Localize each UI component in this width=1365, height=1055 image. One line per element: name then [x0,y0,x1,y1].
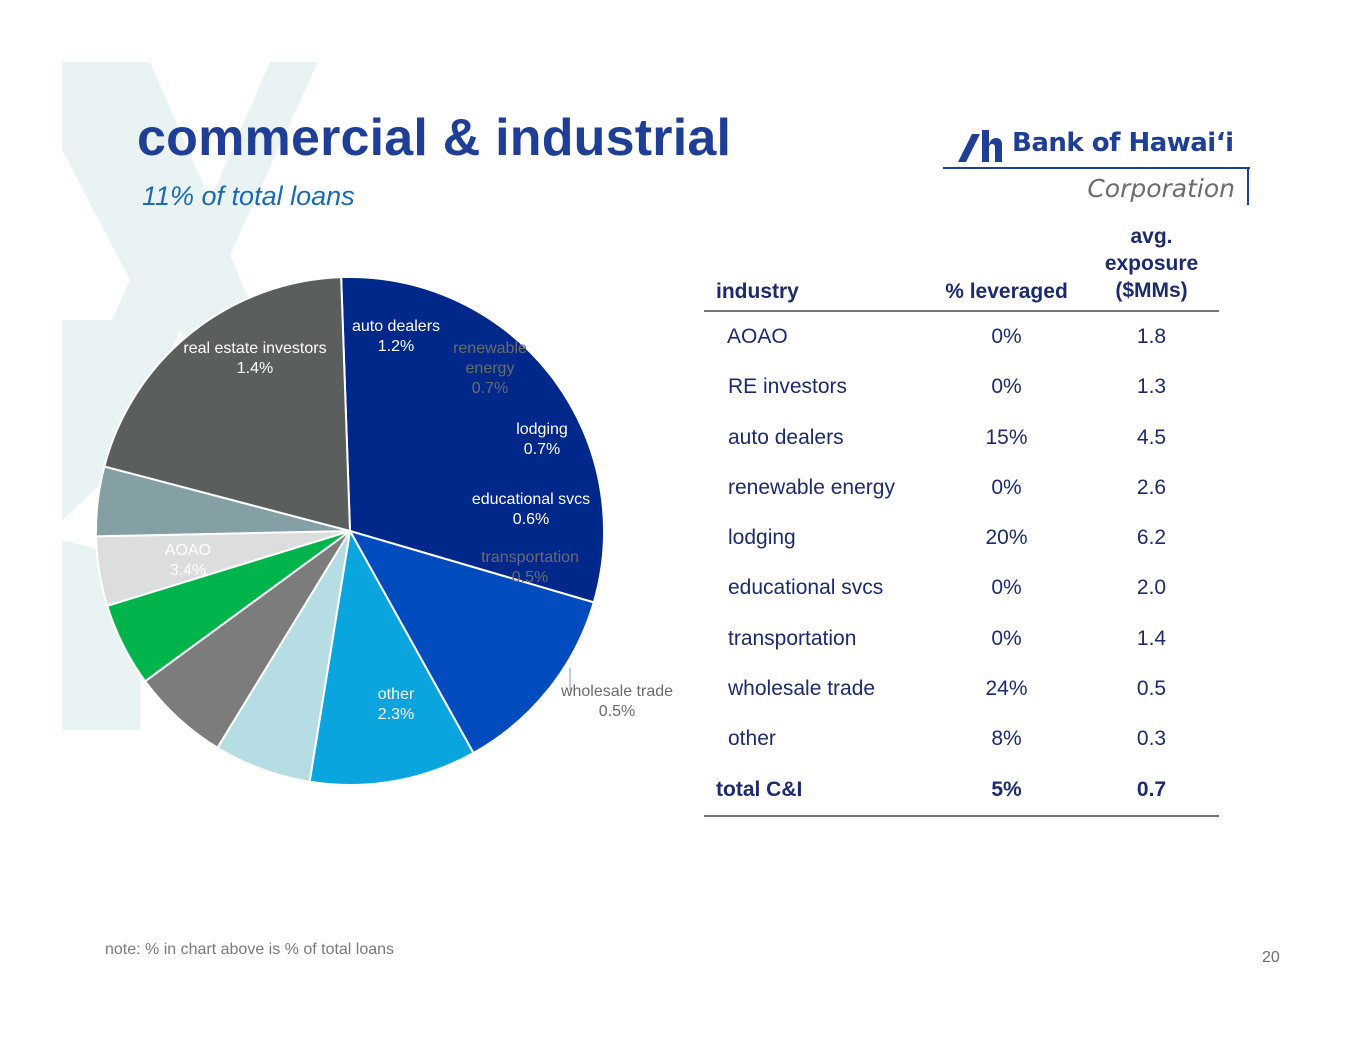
pie-slice-other [103,276,352,533]
header-leveraged: % leveraged [945,280,1068,303]
cell-leveraged: 24% [985,677,1028,701]
logo-divider [943,167,1250,169]
footnote: note: % in chart above is % of total loa… [105,941,395,958]
cell-leveraged: 5% [991,777,1022,801]
pie-label-lodging: lodging 0.7% [516,421,568,458]
header-exposure-line: exposure [1104,252,1199,275]
cell-industry: auto dealers [728,425,844,449]
table-row: lodging 20% 6.2 [704,513,1219,563]
table-row: educational svcs 0% 2.0 [704,563,1219,613]
cell-industry: transportation [728,626,857,650]
pie-label-auto-dealers: auto dealers 1.2% [352,318,440,355]
table-row: renewable energy 0% 2.6 [704,463,1219,513]
cell-exposure: 0.7 [1136,777,1167,801]
table-row: transportation 0% 1.4 [704,614,1219,664]
pie-chart: AOAO 3.4% real estate investors 1.4% auto de… [95,276,673,786]
cell-exposure: 1.3 [1136,375,1167,399]
page-title: commercial & industrial [137,109,732,167]
cell-industry: lodging [728,526,796,550]
cell-leveraged: 8% [991,727,1022,751]
industry-table: industry % leveraged avg. exposure ($MMs… [704,225,1219,817]
cell-exposure: 0.5 [1136,677,1167,701]
header-exposure: avg. exposure ($MMs) [1089,223,1214,304]
cell-industry: wholesale trade [728,677,876,701]
cell-leveraged: 15% [985,425,1028,449]
pie-label-real-estate-investors: real estate investors 1.4% [183,340,326,377]
table-header-row: industry % leveraged avg. exposure ($MMs… [704,225,1219,312]
header-exposure-line: avg. [1130,225,1173,248]
cell-industry: renewable energy [728,475,895,499]
pie-label-wholesale-trade: wholesale trade 0.5% [560,683,673,720]
header-industry: industry [716,280,799,303]
logo-corporation: Corporation [1087,174,1235,203]
pie-label-educational-svcs: educational svcs 0.6% [472,491,590,528]
cell-industry: total C&I [716,777,803,801]
cell-leveraged: 0% [991,325,1022,348]
pie-slice-AOAO [340,276,605,604]
cell-exposure: 0.3 [1136,727,1167,751]
table-row: wholesale trade 24% 0.5 [704,664,1219,714]
logo-divider-vertical [1247,167,1249,205]
page-number: 20 [1262,949,1280,966]
cell-leveraged: 20% [985,526,1028,550]
cell-industry: AOAO [727,325,788,348]
pie-slice-auto-dealers [308,527,475,786]
cell-industry: other [728,727,776,751]
pie-label-transportation: transportation 0.5% [481,549,579,586]
pie-label-renewable-energy: renewable energy 0.7% [453,340,527,397]
pie-slice-real-estate-investors [347,529,596,755]
company-logo: Bank of Hawai‘i Corporation [940,120,1260,215]
cell-leveraged: 0% [991,576,1022,600]
header-exposure-line: ($MMs) [1115,279,1188,302]
bank-of-hawaii-mark-icon [958,130,1002,162]
table-row: RE investors 0% 1.3 [704,362,1219,412]
page-subtitle: 11% of total loans [142,181,355,211]
pie-label-other: other 2.3% [378,686,415,723]
cell-industry: RE investors [728,375,848,399]
cell-exposure: 4.5 [1136,425,1167,449]
cell-exposure: 2.6 [1136,475,1167,499]
cell-leveraged: 0% [991,375,1022,399]
cell-leveraged: 0% [991,475,1022,499]
cell-exposure: 1.4 [1136,626,1167,650]
cell-exposure: 2.0 [1136,576,1167,600]
pie-label-AOAO: AOAO 3.4% [165,542,211,579]
table-total-row: total C&I 5% 0.7 [704,765,1219,817]
cell-industry: educational svcs [728,576,884,600]
table-row: other 8% 0.3 [704,714,1219,764]
cell-exposure: 1.8 [1136,325,1167,348]
cell-leveraged: 0% [991,626,1022,650]
logo-wordmark: Bank of Hawai‘i [1012,128,1234,158]
cell-exposure: 6.2 [1136,526,1167,550]
table-row: AOAO 0% 1.8 [704,312,1219,362]
table-row: auto dealers 15% 4.5 [704,413,1219,463]
